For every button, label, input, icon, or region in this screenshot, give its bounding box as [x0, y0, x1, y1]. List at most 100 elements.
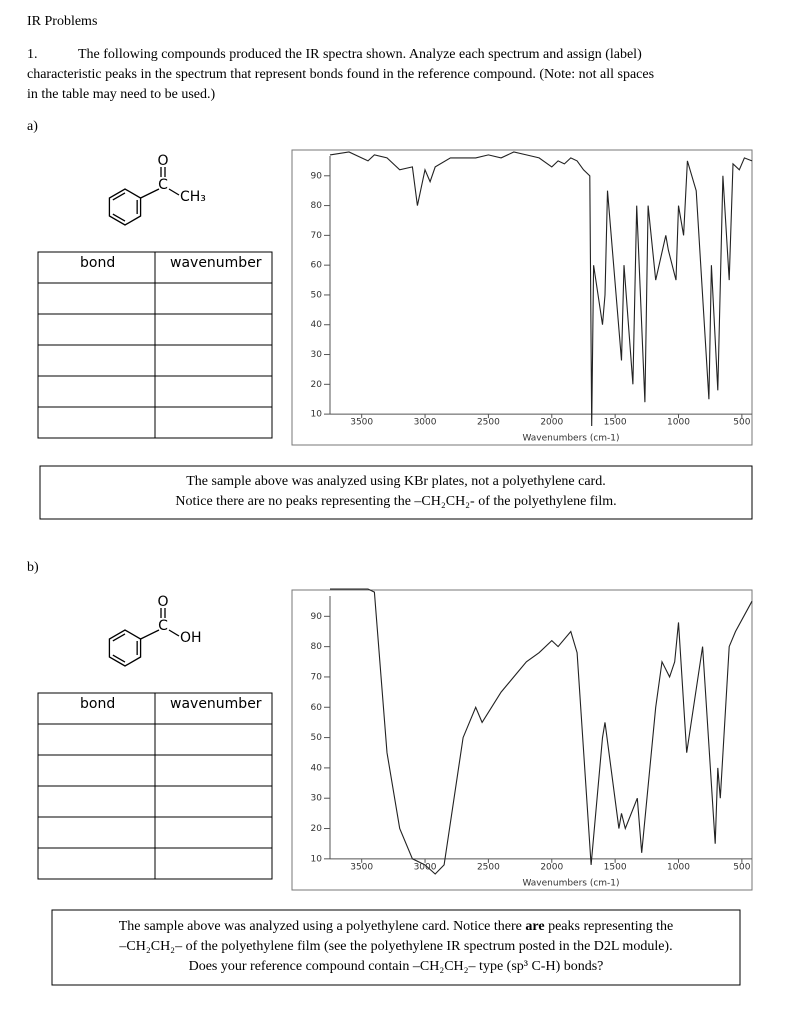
part-label: b) — [27, 560, 39, 575]
ring-double-bond — [112, 654, 126, 663]
part-label: a) — [27, 119, 38, 134]
y-tick-label: 20 — [311, 824, 323, 834]
x-tick-label: 2000 — [540, 862, 563, 872]
y-tick-label: 80 — [311, 642, 323, 652]
note-text: The sample above was analyzed using a po… — [119, 919, 526, 934]
x-tick-label: 500 — [733, 418, 750, 428]
benzene-ring — [108, 188, 142, 226]
atom: O — [157, 594, 168, 610]
table-cell — [154, 723, 273, 756]
spectrum-frame — [291, 149, 753, 446]
x-tick-label: 3500 — [350, 862, 373, 872]
y-tick-label: 10 — [311, 410, 323, 420]
spectrum-line — [330, 588, 753, 875]
x-tick-label: 2000 — [540, 418, 563, 428]
y-tick-label: 80 — [311, 201, 323, 211]
ring-double-bond — [112, 192, 126, 201]
y-tick-label: 70 — [311, 231, 323, 241]
x-tick-label: 3500 — [350, 418, 373, 428]
table-cell — [154, 816, 273, 849]
x-tick-label: 1500 — [604, 418, 627, 428]
bond — [168, 629, 180, 637]
x-tick-label: 1500 — [604, 862, 627, 872]
spectrum-line — [329, 151, 753, 427]
x-axis-label: Wavenumbers (cm-1) — [522, 878, 619, 888]
ring-double-bond — [112, 633, 126, 642]
y-tick-label: 70 — [311, 672, 323, 682]
note-text: The sample above was analyzed using KBr … — [186, 474, 605, 489]
note-line: –CH₂CH₂– of the polyethylene film (see t… — [118, 939, 672, 954]
y-tick-label: 60 — [311, 703, 323, 713]
y-tick-label: 40 — [311, 320, 323, 330]
bond — [140, 188, 160, 199]
y-tick-label: 40 — [311, 763, 323, 773]
question-line: in the table may need to be used.) — [27, 87, 215, 102]
table-cell — [37, 406, 156, 439]
table-cell — [154, 406, 273, 439]
title: IR Problems — [27, 14, 97, 29]
question-line: characteristic peaks in the spectrum tha… — [27, 67, 654, 82]
x-tick-label: 1000 — [667, 862, 690, 872]
note-text: –CH₂CH₂– of the polyethylene film (see t… — [118, 939, 672, 954]
benzene-ring — [108, 629, 142, 667]
table-cell — [37, 375, 156, 408]
table-header: bond — [80, 696, 115, 712]
atom: C — [158, 618, 168, 634]
table-cell — [154, 282, 273, 315]
atom: OH — [180, 630, 202, 646]
x-tick-label: 3000 — [414, 862, 437, 872]
x-tick-label: 2500 — [477, 862, 500, 872]
y-tick-label: 50 — [311, 290, 323, 300]
table-header: wavenumber — [170, 255, 262, 271]
ring-double-bond — [112, 213, 126, 222]
y-tick-label: 30 — [311, 350, 323, 360]
table-cell — [37, 344, 156, 377]
table-cell — [37, 282, 156, 315]
y-tick-label: 20 — [311, 380, 323, 390]
x-tick-label: 2500 — [477, 418, 500, 428]
table-cell — [37, 847, 156, 880]
table-cell — [37, 313, 156, 346]
note-box — [39, 465, 753, 520]
table-cell — [154, 847, 273, 880]
table-cell — [154, 375, 273, 408]
table-cell — [154, 313, 273, 346]
note-text: Notice there are no peaks representing t… — [175, 494, 616, 509]
spectrum-frame — [291, 589, 753, 891]
table-cell — [37, 816, 156, 849]
y-tick-label: 90 — [311, 612, 323, 622]
note-line: Does your reference compound contain –CH… — [189, 959, 604, 974]
y-tick-label: 10 — [311, 854, 323, 864]
note-text: peaks representing the — [545, 919, 674, 934]
note-box — [51, 909, 741, 986]
y-tick-label: 60 — [311, 261, 323, 271]
table-cell — [37, 723, 156, 756]
x-tick-label: 500 — [733, 862, 750, 872]
table-header: bond — [80, 255, 115, 271]
y-tick-label: 90 — [311, 171, 323, 181]
atom: CH₃ — [180, 189, 206, 205]
table-cell — [154, 785, 273, 818]
note-text: are — [525, 919, 544, 934]
x-axis-label: Wavenumbers (cm-1) — [522, 434, 619, 444]
note-line: The sample above was analyzed using KBr … — [186, 474, 605, 489]
bond — [168, 188, 180, 196]
table-cell — [37, 754, 156, 787]
bond — [140, 629, 160, 640]
table-cell — [37, 785, 156, 818]
question-line: The following compounds produced the IR … — [78, 47, 642, 62]
y-tick-label: 30 — [311, 794, 323, 804]
x-tick-label: 1000 — [667, 418, 690, 428]
table-cell — [154, 754, 273, 787]
question-number: 1. — [27, 47, 38, 62]
note-line: The sample above was analyzed using a po… — [119, 919, 674, 934]
y-tick-label: 50 — [311, 733, 323, 743]
note-text: Does your reference compound contain –CH… — [189, 959, 604, 974]
note-line: Notice there are no peaks representing t… — [175, 494, 616, 509]
atom: C — [158, 177, 168, 193]
table-header: wavenumber — [170, 696, 262, 712]
x-tick-label: 3000 — [414, 418, 437, 428]
table-cell — [154, 344, 273, 377]
